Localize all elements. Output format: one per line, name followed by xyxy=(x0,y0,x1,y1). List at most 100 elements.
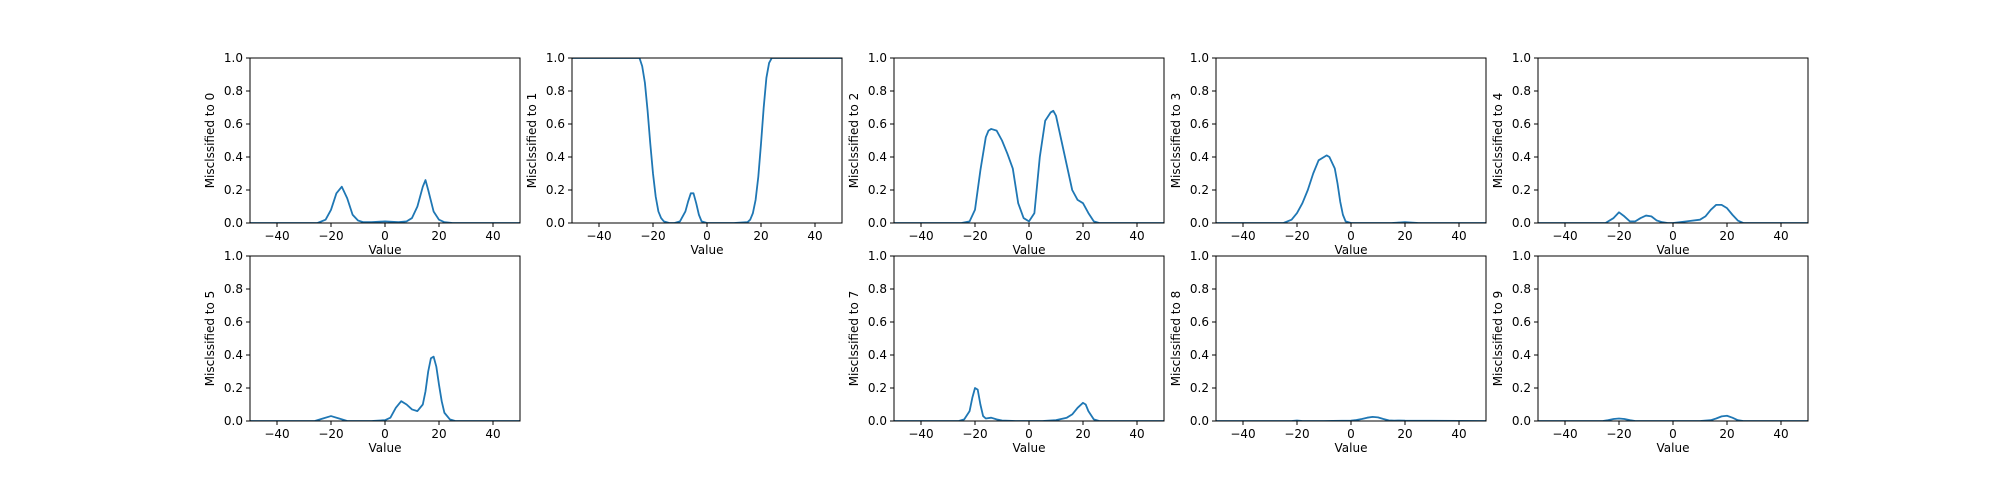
y-tick-label: 0.2 xyxy=(1190,381,1209,395)
y-tick-label: 1.0 xyxy=(1190,249,1209,263)
x-axis-label: Value xyxy=(369,441,402,455)
x-tick-label: 0 xyxy=(381,427,389,441)
y-tick-label: 0.6 xyxy=(1512,315,1531,329)
x-tick-label: 0 xyxy=(1669,229,1677,243)
y-tick-label: 0.0 xyxy=(224,414,243,428)
x-axis-label: Value xyxy=(1013,441,1046,455)
subplot-7: −40 −20 0 20 40 0.0 0.2 0.4 0.6 0.8 1.0 Value Miscls… xyxy=(847,249,1165,455)
y-tick-label: 0.4 xyxy=(868,348,887,362)
y-tick-label: 1.0 xyxy=(224,249,243,263)
y-tick-label: 0.6 xyxy=(868,117,887,131)
x-tick-label: −40 xyxy=(1552,427,1577,441)
y-tick-label: 1.0 xyxy=(224,51,243,65)
y-tick-label: 0.2 xyxy=(546,183,565,197)
x-axis-label: Value xyxy=(1657,441,1690,455)
y-axis-label: Misclssified to 9 xyxy=(1491,291,1505,387)
x-tick-label: 20 xyxy=(1397,229,1412,243)
axes-frame xyxy=(1215,255,1487,422)
y-axis-label: Misclssified to 5 xyxy=(203,291,217,387)
y-tick-label: 0.4 xyxy=(1190,150,1209,164)
x-tick-label: −20 xyxy=(1284,427,1309,441)
y-tick-label: 0.0 xyxy=(1190,216,1209,230)
x-tick-label: 40 xyxy=(1773,229,1788,243)
x-axis-label: Value xyxy=(691,243,724,257)
x-tick-label: −40 xyxy=(264,427,289,441)
y-tick-label: 0.8 xyxy=(224,84,243,98)
x-tick-label: 0 xyxy=(1347,427,1355,441)
subplot-1: −40 −20 0 20 40 0.0 0.2 0.4 0.6 0.8 1.0 Value Miscls… xyxy=(525,51,843,257)
y-tick-label: 0.8 xyxy=(1190,84,1209,98)
axes-frame xyxy=(1215,57,1487,224)
x-tick-label: 40 xyxy=(807,229,822,243)
y-tick-label: 0.0 xyxy=(868,414,887,428)
y-tick-label: 0.0 xyxy=(546,216,565,230)
subplot-9: −40 −20 0 20 40 0.0 0.2 0.4 0.6 0.8 1.0 Value Miscls… xyxy=(1491,249,1809,455)
y-tick-label: 0.4 xyxy=(1512,348,1531,362)
y-tick-label: 0.6 xyxy=(868,315,887,329)
series-line-0 xyxy=(894,387,1164,421)
axes-frame xyxy=(1537,255,1809,422)
x-tick-label: 20 xyxy=(431,427,446,441)
axes-frame xyxy=(571,57,843,224)
x-tick-label: 20 xyxy=(1075,229,1090,243)
x-tick-label: 0 xyxy=(1025,427,1033,441)
y-axis-label: Misclssified to 7 xyxy=(847,291,861,387)
x-tick-label: 40 xyxy=(1451,229,1466,243)
x-tick-label: 0 xyxy=(381,229,389,243)
y-tick-label: 0.8 xyxy=(546,84,565,98)
subplot-5: −40 −20 0 20 40 0.0 0.2 0.4 0.6 0.8 1.0 Value Miscls… xyxy=(203,249,521,455)
x-tick-label: −40 xyxy=(1230,427,1255,441)
y-tick-label: 0.0 xyxy=(868,216,887,230)
x-axis-label: Value xyxy=(1013,243,1046,257)
y-tick-label: 0.8 xyxy=(868,84,887,98)
series-line-0 xyxy=(572,58,842,223)
y-tick-label: 0.0 xyxy=(1190,414,1209,428)
y-tick-label: 0.4 xyxy=(224,150,243,164)
y-tick-label: 1.0 xyxy=(1512,51,1531,65)
x-tick-label: −40 xyxy=(908,427,933,441)
y-tick-label: 0.6 xyxy=(224,117,243,131)
x-tick-label: 0 xyxy=(1025,229,1033,243)
y-tick-label: 0.8 xyxy=(868,282,887,296)
y-tick-label: 0.0 xyxy=(1512,216,1531,230)
axes-frame xyxy=(1537,57,1809,224)
y-tick-label: 0.4 xyxy=(224,348,243,362)
x-tick-label: 20 xyxy=(1397,427,1412,441)
x-tick-label: −20 xyxy=(962,229,987,243)
x-tick-label: 0 xyxy=(1669,427,1677,441)
y-tick-label: 1.0 xyxy=(546,51,565,65)
series-line-0 xyxy=(1538,203,1808,223)
x-tick-label: 20 xyxy=(431,229,446,243)
x-tick-label: 0 xyxy=(703,229,711,243)
series-line-0 xyxy=(1216,154,1486,223)
x-axis-label: Value xyxy=(1657,243,1690,257)
y-axis-label: Misclssified to 3 xyxy=(1169,93,1183,189)
y-tick-label: 0.6 xyxy=(1190,315,1209,329)
subplot-0: −40 −20 0 20 40 0.0 0.2 0.4 0.6 0.8 1.0 Value Miscls… xyxy=(203,51,521,257)
x-tick-label: −40 xyxy=(586,229,611,243)
y-tick-label: 0.2 xyxy=(224,381,243,395)
subplot-2: −40 −20 0 20 40 0.0 0.2 0.4 0.6 0.8 1.0 Value Miscls… xyxy=(847,51,1165,257)
subplot-8: −40 −20 0 20 40 0.0 0.2 0.4 0.6 0.8 1.0 Value Miscls… xyxy=(1169,249,1487,455)
x-tick-label: −40 xyxy=(1552,229,1577,243)
y-tick-label: 0.6 xyxy=(1512,117,1531,131)
series-line-0 xyxy=(1216,415,1486,421)
x-tick-label: −20 xyxy=(1606,229,1631,243)
x-tick-label: −40 xyxy=(908,229,933,243)
y-tick-label: 0.2 xyxy=(1190,183,1209,197)
series-line-0 xyxy=(250,179,520,223)
y-tick-label: 0.0 xyxy=(224,216,243,230)
y-tick-label: 0.6 xyxy=(546,117,565,131)
y-tick-label: 0.0 xyxy=(1512,414,1531,428)
x-tick-label: −20 xyxy=(640,229,665,243)
x-tick-label: 20 xyxy=(753,229,768,243)
series-line-0 xyxy=(894,109,1164,223)
x-tick-label: 20 xyxy=(1719,427,1734,441)
y-tick-label: 0.8 xyxy=(1512,84,1531,98)
axes-frame xyxy=(249,57,521,224)
y-tick-label: 0.4 xyxy=(1190,348,1209,362)
y-tick-label: 0.4 xyxy=(868,150,887,164)
y-tick-label: 0.2 xyxy=(868,183,887,197)
y-axis-label: Misclssified to 8 xyxy=(1169,291,1183,387)
